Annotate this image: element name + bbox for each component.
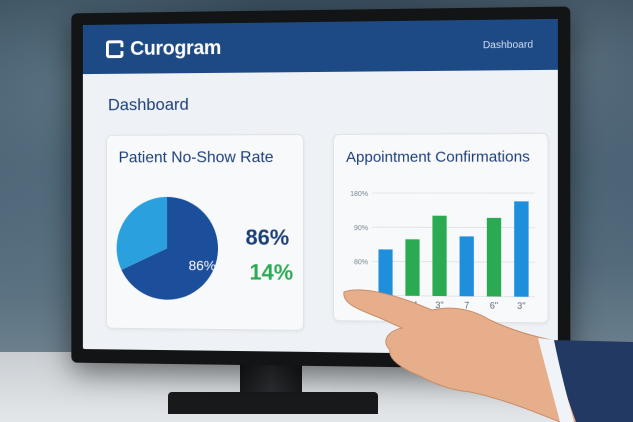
nav-link-dashboard[interactable]: Dashboard <box>483 39 533 51</box>
no-show-pie-chart: 86% <box>117 193 234 312</box>
pie-slice-label: 86% <box>189 257 216 273</box>
no-show-card: Patient No-Show Rate 86% 86% 14% <box>106 134 304 331</box>
gridline <box>372 261 535 262</box>
pointing-hand <box>340 280 633 422</box>
brand-name: Curogram <box>130 37 221 61</box>
no-show-stat-secondary: 14% <box>250 260 294 286</box>
no-show-card-title: Patient No-Show Rate <box>119 149 303 167</box>
app-header: Curogram Dashboard <box>83 19 558 74</box>
appointment-card-title: Appointment Confirmations <box>346 148 548 166</box>
no-show-stat-primary: 86% <box>246 225 290 251</box>
brand[interactable]: Curogram <box>106 37 221 61</box>
curogram-logo-icon <box>106 40 123 58</box>
y-tick-label: 90% <box>354 225 368 232</box>
y-tick-label: 80% <box>354 259 368 266</box>
page-title: Dashboard <box>108 92 558 115</box>
y-tick-label: 180% <box>350 191 368 198</box>
